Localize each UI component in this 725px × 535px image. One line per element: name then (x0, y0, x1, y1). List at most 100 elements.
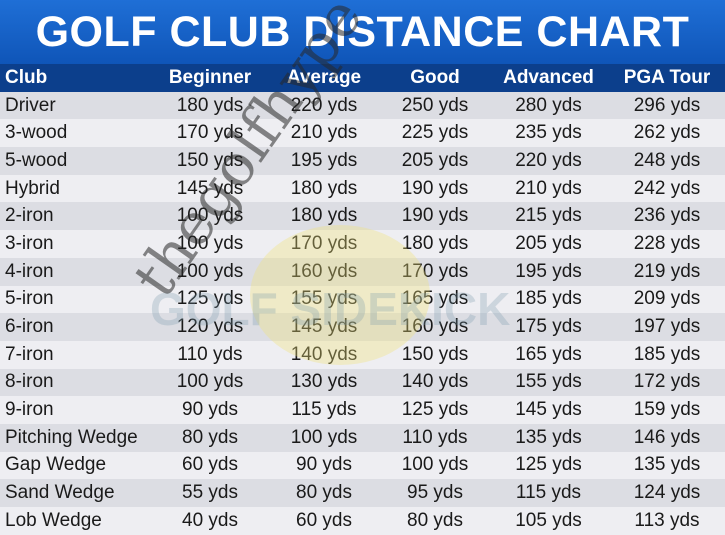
distance-cell-advanced: 135 yds (515, 426, 582, 448)
table-row: Lob Wedge 40 yds 60 yds 80 yds 105 yds 113 yd… (0, 507, 725, 535)
distance-cell-average: 155 yds (290, 288, 358, 310)
distance-cell-good: 110 yds (402, 426, 468, 448)
club-name-cell: Pitching Wedge (5, 426, 138, 448)
distance-cell-average: 100 yds (290, 426, 358, 448)
distance-cell-pga-tour: 135 yds (633, 454, 701, 476)
distance-cell-advanced: 220 yds (515, 149, 582, 171)
distance-cell-beginner: 100 yds (176, 371, 244, 393)
distance-cell-good: 150 yds (401, 343, 469, 365)
club-name-cell: 3-iron (5, 232, 54, 254)
distance-cell-good: 140 yds (401, 371, 469, 393)
distance-cell-pga-tour: 242 yds (633, 177, 701, 199)
table-row: 9-iron 90 yds 115 yds 125 yds 145 yds 159 yds (0, 396, 725, 424)
table-row: 2-iron 100 yds 180 yds 190 yds 215 yds 236 yd… (0, 202, 725, 231)
distance-cell-advanced: 205 yds (515, 232, 582, 254)
distance-cell-pga-tour: 159 yds (633, 399, 701, 421)
table-row: 8-iron 100 yds 130 yds 140 yds 155 yds 172 yd… (0, 368, 725, 397)
table-row: Driver 180 yds 220 yds 250 yds 280 yds 296 yd… (0, 91, 725, 120)
distance-cell-beginner: 125 yds (176, 288, 244, 310)
distance-cell-good: 225 yds (401, 122, 469, 144)
distance-cell-good: 180 yds (401, 232, 469, 254)
distance-cell-beginner: 100 yds (176, 205, 244, 227)
distance-cell-beginner: 100 yds (176, 260, 244, 282)
club-name-cell: 6-iron (5, 316, 54, 338)
distance-cell-beginner: 110 yds (177, 343, 243, 365)
distance-cell-average: 180 yds (290, 177, 358, 199)
distance-cell-good: 160 yds (401, 316, 469, 338)
distance-cell-average: 140 yds (290, 343, 358, 365)
table-row: 3-wood 170 yds 210 yds 225 yds 235 yds 262 yd… (0, 119, 725, 148)
distance-cell-advanced: 195 yds (515, 260, 582, 282)
club-name-cell: 2-iron (5, 205, 54, 227)
distance-cell-good: 190 yds (401, 177, 469, 199)
distance-cell-pga-tour: 219 yds (633, 260, 701, 282)
distance-cell-average: 195 yds (290, 149, 358, 171)
distance-cell-beginner: 170 yds (176, 122, 244, 144)
distance-cell-advanced: 165 yds (515, 343, 582, 365)
distance-cell-pga-tour: 124 yds (633, 482, 701, 504)
distance-cell-average: 145 yds (290, 316, 358, 338)
distance-cell-advanced: 115 yds (515, 482, 582, 504)
column-header-club: Club (5, 66, 48, 88)
distance-cell-pga-tour: 172 yds (633, 371, 701, 393)
club-name-cell: 5-iron (5, 288, 54, 310)
distance-cell-advanced: 235 yds (515, 122, 582, 144)
club-name-cell: 7-iron (5, 343, 54, 365)
table-row: 6-iron 120 yds 145 yds 160 yds 175 yds 197 yd… (0, 313, 725, 341)
table-row: 5-wood 150 yds 195 yds 205 yds 220 yds 248 yd… (0, 147, 725, 175)
column-header-advanced: Advanced (503, 66, 594, 88)
club-name-cell: 3-wood (5, 122, 68, 144)
distance-cell-pga-tour: 262 yds (633, 122, 701, 144)
chart-title: GOLF CLUB DISTANCE CHART (35, 7, 690, 56)
distance-cell-pga-tour: 296 yds (633, 94, 701, 116)
distance-cell-average: 90 yds (296, 454, 352, 476)
table-row: Sand Wedge 55 yds 80 yds 95 yds 115 yds 124 y… (0, 479, 725, 507)
distance-cell-beginner: 80 yds (182, 426, 238, 448)
club-name-cell: 8-iron (5, 371, 54, 393)
distance-cell-average: 170 yds (290, 232, 358, 254)
club-name-cell: 4-iron (5, 260, 54, 282)
distance-cell-average: 115 yds (291, 399, 357, 421)
column-header-average: Average (286, 66, 362, 88)
distance-cell-beginner: 180 yds (176, 94, 244, 116)
distance-cell-advanced: 215 yds (515, 205, 582, 227)
distance-cell-pga-tour: 236 yds (633, 205, 701, 227)
table-row: Gap Wedge 60 yds 90 yds 100 yds 125 yds 135 y… (0, 451, 725, 480)
distance-cell-beginner: 60 yds (182, 454, 238, 476)
distance-cell-advanced: 175 yds (515, 316, 582, 338)
column-header-good: Good (410, 66, 460, 88)
distance-table: Club Beginner Average Good Advanced PGA Tour D… (0, 64, 725, 535)
club-name-cell: Gap Wedge (5, 454, 107, 476)
distance-cell-advanced: 105 yds (515, 509, 582, 531)
table-row: 4-iron 100 yds 160 yds 170 yds 195 yds 219 yd… (0, 257, 725, 286)
table-row: 3-iron 100 yds 170 yds 180 yds 205 yds 228 yd… (0, 230, 725, 258)
distance-cell-pga-tour: 248 yds (633, 149, 701, 171)
distance-cell-good: 170 yds (401, 260, 469, 282)
column-header-beginner: Beginner (168, 66, 252, 88)
distance-cell-average: 60 yds (296, 509, 352, 531)
distance-cell-average: 160 yds (290, 260, 358, 282)
table-header-row: Club Beginner Average Good Advanced PGA Tour (0, 64, 725, 92)
distance-cell-pga-tour: 228 yds (633, 232, 701, 254)
distance-cell-good: 190 yds (401, 205, 469, 227)
title-bar: GOLF CLUB DISTANCE CHART (0, 0, 725, 64)
table-row: 7-iron 110 yds 140 yds 150 yds 165 yds 185 yd… (0, 340, 725, 369)
distance-cell-average: 80 yds (296, 482, 352, 504)
distance-cell-good: 80 yds (407, 509, 463, 531)
club-name-cell: 9-iron (5, 399, 54, 421)
club-name-cell: Sand Wedge (5, 482, 115, 504)
distance-cell-pga-tour: 197 yds (633, 316, 701, 338)
distance-cell-pga-tour: 113 yds (634, 509, 700, 531)
distance-cell-advanced: 145 yds (515, 399, 582, 421)
column-header-pga-tour: PGA Tour (623, 66, 711, 88)
distance-cell-beginner: 55 yds (182, 482, 238, 504)
distance-cell-advanced: 280 yds (515, 94, 582, 116)
club-name-cell: Driver (5, 94, 56, 116)
distance-cell-average: 210 yds (290, 122, 358, 144)
table-row: Hybrid 145 yds 180 yds 190 yds 210 yds 242 yd… (0, 174, 725, 203)
distance-cell-good: 95 yds (407, 482, 463, 504)
club-name-cell: 5-wood (5, 149, 68, 171)
distance-cell-advanced: 185 yds (515, 288, 582, 310)
distance-cell-advanced: 155 yds (515, 371, 582, 393)
distance-cell-average: 180 yds (290, 205, 358, 227)
